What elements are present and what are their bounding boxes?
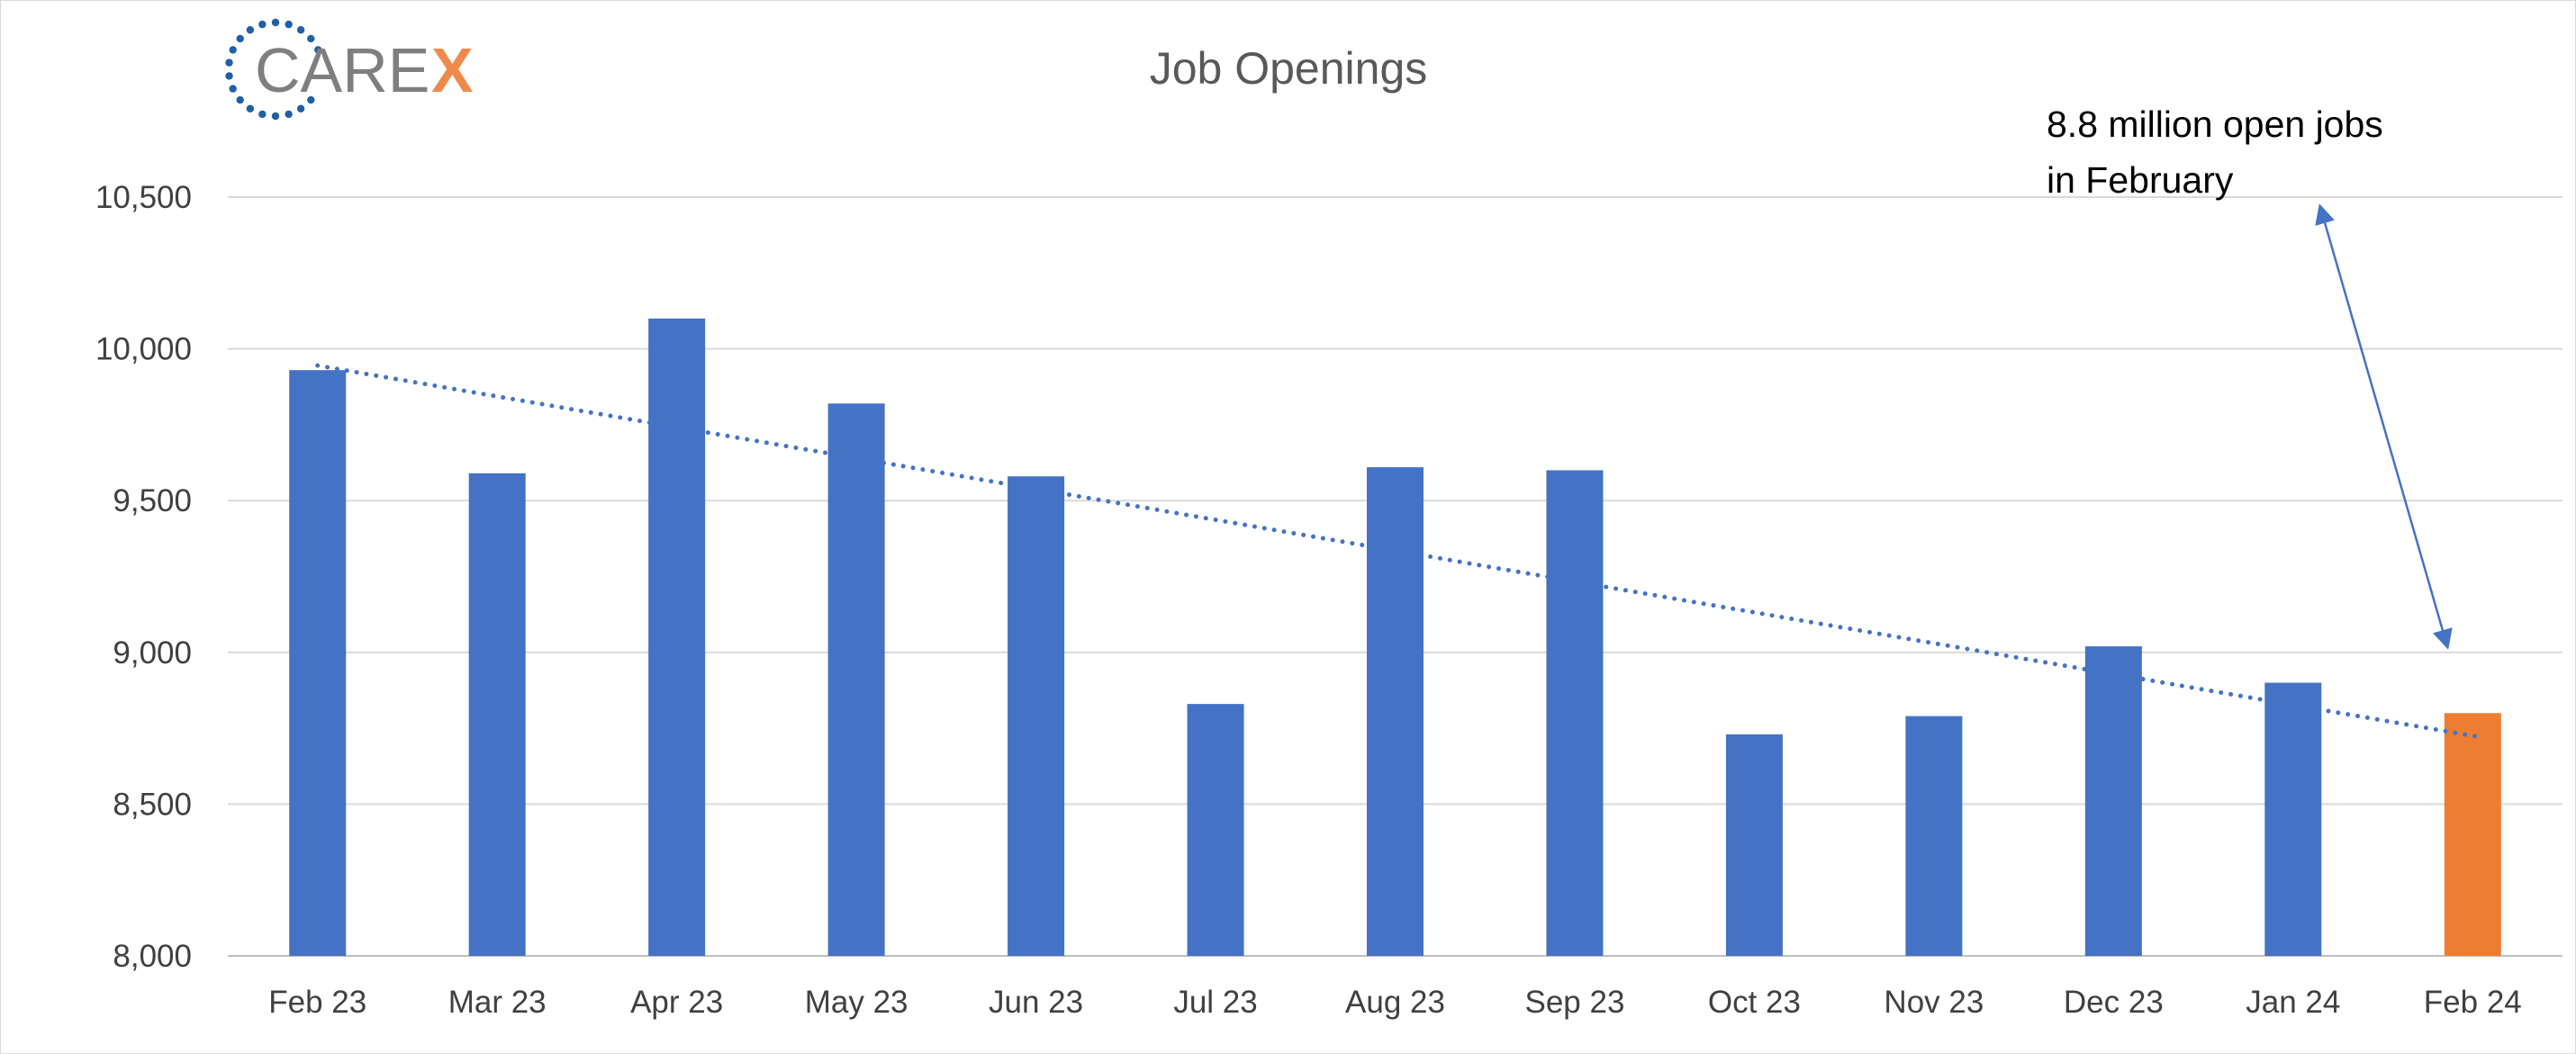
y-tick-label: 10,500 bbox=[95, 180, 192, 215]
bar-feb-24 bbox=[2444, 713, 2501, 956]
x-tick-label: May 23 bbox=[805, 985, 908, 1020]
bar-may-23 bbox=[827, 403, 885, 956]
bar-apr-23 bbox=[648, 318, 706, 956]
x-tick-label: Jul 23 bbox=[1173, 985, 1257, 1020]
bar-jun-23 bbox=[1008, 476, 1065, 956]
logo-dot-ring-icon bbox=[225, 18, 322, 121]
bar-sep-23 bbox=[1546, 470, 1604, 956]
x-tick-label: Jan 24 bbox=[2246, 985, 2340, 1020]
bar-jul-23 bbox=[1187, 704, 1244, 956]
logo-dot bbox=[258, 110, 267, 119]
y-tick-label: 8,000 bbox=[113, 939, 192, 974]
chart-title: Job Openings bbox=[1150, 43, 1428, 94]
x-tick-label: Feb 24 bbox=[2424, 985, 2522, 1020]
carex-logo: CARE X bbox=[225, 18, 474, 121]
bar-feb-23 bbox=[289, 370, 347, 957]
bar-jan-24 bbox=[2264, 682, 2322, 956]
x-tick-label: Oct 23 bbox=[1708, 985, 1801, 1020]
x-tick-label: Nov 23 bbox=[1884, 985, 1984, 1020]
x-tick-label: Sep 23 bbox=[1524, 985, 1624, 1020]
x-tick-label: Aug 23 bbox=[1345, 985, 1445, 1020]
logo-text: CARE bbox=[255, 35, 429, 105]
logo-dot bbox=[296, 26, 305, 34]
logo-dot bbox=[236, 95, 244, 104]
bar-nov-23 bbox=[1905, 716, 1963, 956]
x-axis-ticks: Feb 23 Mar 23 Apr 23 May 23 Jun 23 Jul 23 Aug … bbox=[268, 985, 2522, 1020]
annotation-line-2: in February bbox=[2047, 159, 2234, 201]
bar-mar-23 bbox=[468, 473, 526, 956]
logo-dot bbox=[285, 20, 293, 29]
x-tick-label: Feb 23 bbox=[268, 985, 366, 1020]
y-axis-ticks: 8,000 8,500 9,000 9,500 10,000 10,500 bbox=[95, 180, 192, 974]
x-tick-label: Dec 23 bbox=[2064, 985, 2164, 1020]
trendline bbox=[315, 363, 2484, 740]
logo-dot bbox=[229, 85, 237, 93]
logo-dot bbox=[246, 26, 255, 34]
logo-dot bbox=[285, 110, 293, 119]
bar-oct-23 bbox=[1725, 734, 1783, 956]
logo-dot bbox=[225, 59, 233, 67]
bar-dec-23 bbox=[2084, 646, 2142, 956]
logo-dot bbox=[229, 46, 237, 54]
logo-dot bbox=[271, 112, 280, 121]
y-tick-label: 9,500 bbox=[113, 483, 192, 518]
logo-dot bbox=[225, 72, 233, 80]
bar-series bbox=[289, 318, 2501, 957]
logo-dot bbox=[271, 18, 280, 27]
logo-dot bbox=[246, 104, 255, 113]
x-tick-label: Apr 23 bbox=[630, 985, 723, 1020]
annotation-line-1: 8.8 million open jobs bbox=[2047, 104, 2383, 145]
annotation: 8.8 million open jobs in February bbox=[2047, 104, 2453, 650]
logo-dot bbox=[236, 34, 244, 43]
logo-dot bbox=[307, 95, 315, 104]
x-tick-label: Mar 23 bbox=[448, 985, 547, 1020]
logo-accent-text: X bbox=[431, 35, 474, 105]
annotation-arrow bbox=[2315, 203, 2453, 650]
bar-aug-23 bbox=[1367, 467, 1424, 956]
logo-dot bbox=[296, 104, 305, 113]
logo-dot bbox=[307, 34, 315, 43]
y-tick-label: 9,000 bbox=[113, 635, 192, 671]
x-tick-label: Jun 23 bbox=[989, 985, 1083, 1020]
y-tick-label: 8,500 bbox=[113, 787, 192, 822]
y-tick-label: 10,000 bbox=[95, 332, 192, 367]
logo-dot bbox=[258, 20, 267, 29]
logo-dot bbox=[314, 46, 322, 54]
